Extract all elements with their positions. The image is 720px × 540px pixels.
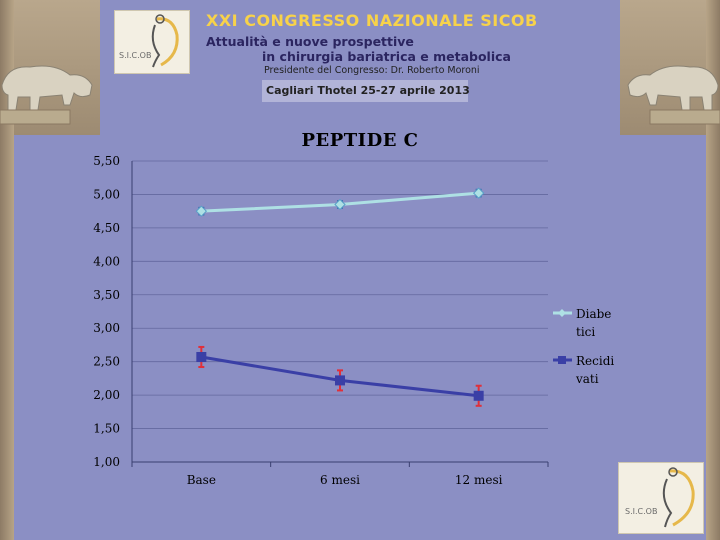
data-point: [335, 375, 345, 386]
legend-marker: [558, 356, 566, 364]
x-tick-label: 12 mesi: [455, 473, 503, 487]
y-tick-label: 4,00: [93, 254, 120, 268]
y-tick-label: 3,00: [93, 321, 120, 335]
event-box: [262, 80, 468, 102]
y-tick-label: 5,00: [93, 187, 120, 201]
data-point: [196, 351, 207, 362]
left-pillar: [0, 0, 14, 540]
sicob-logo-mark-icon: [151, 14, 179, 68]
x-tick-label: Base: [187, 473, 216, 487]
data-point: [473, 390, 484, 401]
chart-title: PEPTIDE C: [301, 130, 419, 151]
congress-subtitle-line2: in chirurgia bariatrica e metabolica: [262, 49, 511, 64]
data-point: [195, 205, 208, 217]
legend-label: vati: [575, 372, 599, 386]
congress-president: Presidente del Congresso: Dr. Roberto Mo…: [264, 65, 480, 76]
right-statue-image: [627, 65, 720, 125]
data-point: [334, 198, 346, 211]
legend-label: Recidi: [576, 354, 614, 368]
logo-small-text: S.I.C.OB: [625, 507, 658, 516]
y-tick-label: 4,50: [93, 221, 120, 235]
sicob-logo-small-mark-icon: [662, 467, 695, 528]
y-tick-label: 2,50: [93, 355, 120, 369]
logo-text: S.I.C.OB: [119, 51, 152, 60]
legend-label: tici: [576, 325, 595, 339]
sicob-logo-small: S.I.C.OB: [618, 462, 704, 534]
x-tick-label: 6 mesi: [320, 473, 360, 487]
left-statue-image: [0, 65, 93, 125]
y-tick-label: 1,50: [93, 422, 120, 436]
legend-marker: [558, 309, 566, 317]
y-tick-label: 5,50: [93, 154, 120, 168]
congress-title: XXI CONGRESSO NAZIONALE SICOB: [206, 11, 538, 30]
y-tick-label: 1,00: [93, 455, 120, 469]
congress-subtitle-line1: Attualità e nuove prospettive: [206, 34, 414, 49]
sicob-logo: S.I.C.OB: [114, 10, 190, 74]
legend-label: Diabe: [576, 307, 611, 321]
y-tick-label: 2,00: [93, 388, 120, 402]
congress-title-box: [204, 10, 508, 76]
right-pillar: [706, 0, 720, 540]
data-point: [472, 187, 485, 199]
y-tick-label: 3,50: [93, 288, 120, 302]
event-location-date: Cagliari Thotel 25-27 aprile 2013: [266, 84, 470, 97]
